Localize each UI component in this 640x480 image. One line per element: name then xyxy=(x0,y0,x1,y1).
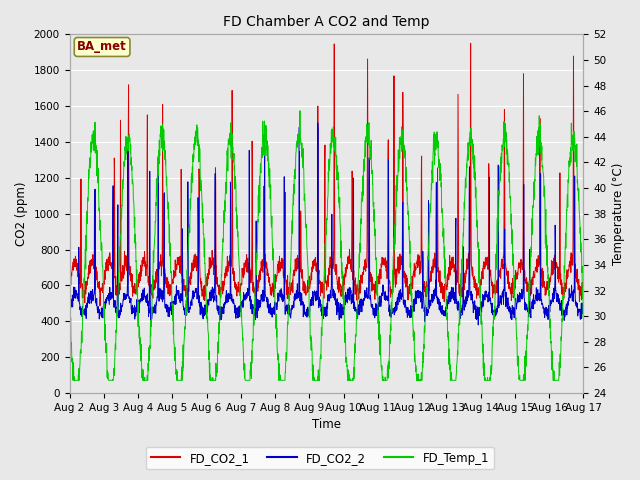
Y-axis label: CO2 (ppm): CO2 (ppm) xyxy=(15,181,28,246)
Legend: FD_CO2_1, FD_CO2_2, FD_Temp_1: FD_CO2_1, FD_CO2_2, FD_Temp_1 xyxy=(146,447,494,469)
Y-axis label: Temperature (°C): Temperature (°C) xyxy=(612,163,625,265)
Text: BA_met: BA_met xyxy=(77,40,127,53)
X-axis label: Time: Time xyxy=(312,419,341,432)
Title: FD Chamber A CO2 and Temp: FD Chamber A CO2 and Temp xyxy=(223,15,429,29)
